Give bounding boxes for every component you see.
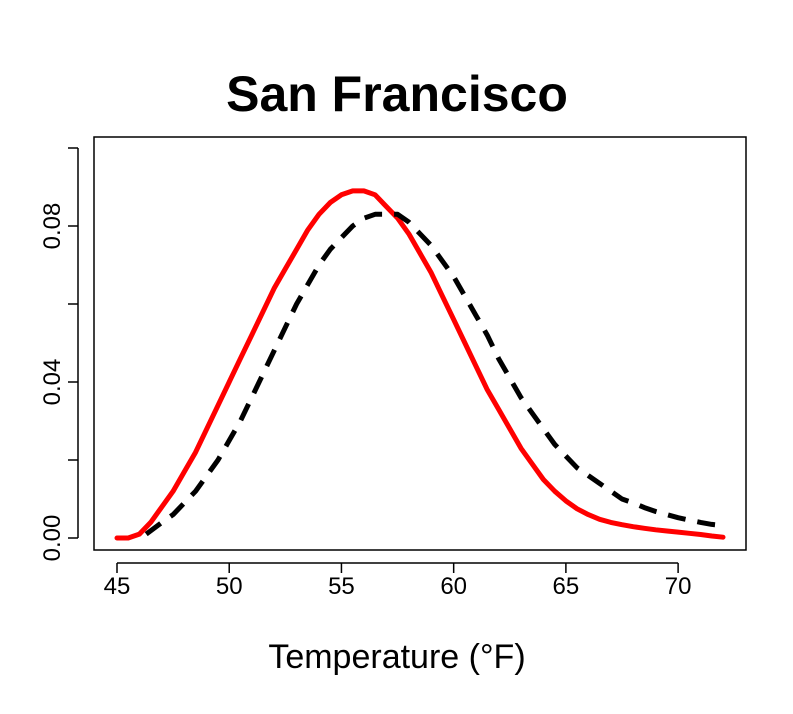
x-axis-title: Temperature (°F) <box>268 638 525 676</box>
solid-density-line <box>114 188 726 541</box>
dashed-density-line <box>144 211 724 537</box>
series-lines <box>114 188 726 541</box>
y-tick-label: 0.08 <box>39 203 66 250</box>
x-tick-label: 45 <box>104 573 131 600</box>
x-axis: 45 50 55 60 65 70 <box>104 562 692 600</box>
plot-frame <box>93 136 747 551</box>
y-axis: 0.00 0.04 0.08 <box>39 147 79 562</box>
y-tick-label: 0.04 <box>39 359 66 406</box>
y-tick-label: 0.00 <box>39 515 66 562</box>
chart-title: San Francisco <box>226 66 568 122</box>
x-tick-label: 60 <box>440 573 467 600</box>
x-tick-label: 65 <box>553 573 580 600</box>
x-tick-label: 70 <box>665 573 692 600</box>
x-tick-label: 50 <box>216 573 243 600</box>
x-tick-label: 55 <box>328 573 355 600</box>
